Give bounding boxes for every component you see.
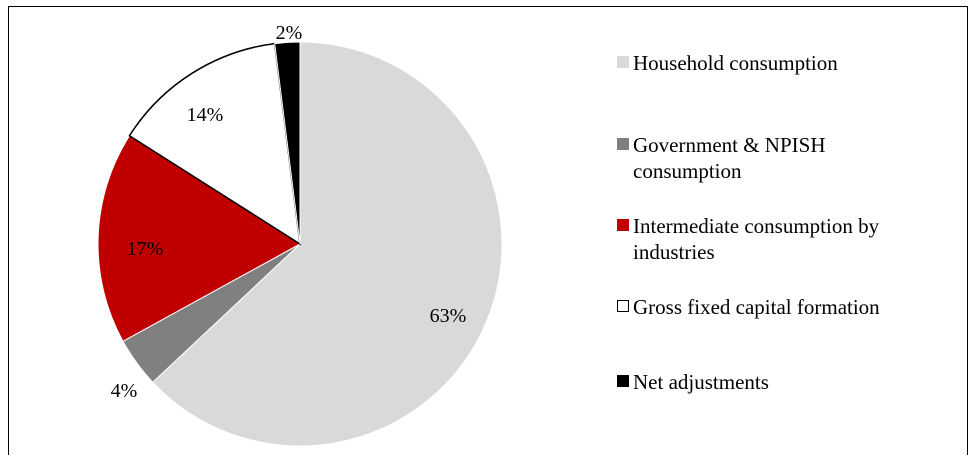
pie-chart: 63% 4% 17% 14% 2% bbox=[97, 22, 503, 447]
legend-label-household: Household consumption bbox=[633, 51, 838, 75]
legend-item-net-adjustments: Net adjustments bbox=[617, 369, 953, 395]
slice-label-household: 63% bbox=[430, 305, 467, 327]
slice-label-intermediate: 17% bbox=[127, 238, 164, 260]
legend-swatch-net-adjustments bbox=[617, 375, 629, 387]
pie-slice-net-adjustments bbox=[274, 41, 301, 245]
pie-slice-gfcf bbox=[128, 42, 301, 246]
legend-label-net-adjustments: Net adjustments bbox=[633, 370, 769, 394]
legend-label-gfcf: Gross fixed capital formation bbox=[633, 295, 880, 319]
legend-swatch-gfcf bbox=[617, 300, 629, 312]
slice-label-gfcf: 14% bbox=[187, 104, 224, 126]
legend-swatch-intermediate bbox=[617, 219, 629, 231]
chart-area: 63% 4% 17% 14% 2% Household consumption Gove… bbox=[8, 6, 968, 455]
legend-label-intermediate: Intermediate consumption by industries bbox=[633, 214, 880, 264]
pie-slice-household bbox=[152, 41, 503, 447]
legend-item-gfcf: Gross fixed capital formation bbox=[617, 294, 953, 320]
pie-slice-intermediate bbox=[97, 135, 301, 342]
legend-swatch-government bbox=[617, 138, 629, 150]
legend-swatch-household bbox=[617, 56, 629, 68]
slice-label-government: 4% bbox=[111, 380, 138, 402]
slice-label-net-adjustments: 2% bbox=[276, 22, 303, 44]
legend-item-household: Household consumption bbox=[617, 50, 953, 76]
legend-item-government: Government & NPISH consumption bbox=[617, 132, 863, 184]
legend-item-intermediate: Intermediate consumption by industries bbox=[617, 213, 948, 265]
legend-label-government: Government & NPISH consumption bbox=[633, 133, 826, 183]
